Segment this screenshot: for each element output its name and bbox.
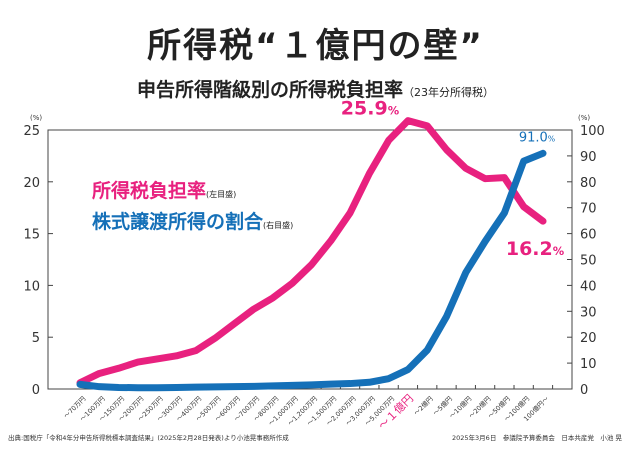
- date-credit: 2025年3月6日 参議院予算委員会 日本共産党 小池 晃: [452, 434, 622, 442]
- legend-note: (左目盛): [206, 190, 237, 199]
- legend-label: 所得税負担率: [92, 180, 207, 202]
- data-label: 25.9%: [341, 98, 400, 120]
- y-right-tick-label: 0: [580, 383, 588, 398]
- y-right-tick-label: 30: [580, 305, 597, 320]
- chart-title: 所得税“１億円の壁”: [147, 26, 484, 66]
- y-left-tick-label: 10: [23, 279, 40, 294]
- plot-frame: [47, 129, 573, 390]
- legend-note: (右目盛): [263, 221, 294, 230]
- data-label: 91.0%: [519, 130, 555, 145]
- legend-pink: 所得税負担率(左目盛): [92, 176, 236, 203]
- y-left-unit: (%): [30, 114, 42, 122]
- data-label: 16.2%: [506, 238, 565, 260]
- series-line-stock-share: [76, 149, 547, 392]
- y-left-tick-label: 5: [32, 331, 40, 346]
- y-right-tick-label: 50: [580, 254, 597, 269]
- y-right-tick-label: 80: [580, 176, 597, 191]
- subtitle-note: （23年分所得税）: [403, 86, 494, 99]
- y-right-tick-label: 10: [580, 357, 597, 372]
- subtitle-text: 申告所得階級別の所得税負担率: [136, 79, 403, 101]
- series-line-tax-rate: [76, 117, 547, 387]
- y-right-tick-label: 60: [580, 228, 597, 243]
- source-note: 出典:国税庁「令和4年分申告所得税標本調査結果」(2025年2月28日発表)より…: [8, 434, 289, 442]
- y-right-tick-label: 90: [580, 150, 597, 165]
- chart-subtitle: 申告所得階級別の所得税負担率（23年分所得税）: [0, 75, 631, 102]
- y-left-tick-label: 25: [23, 124, 40, 139]
- y-right-tick-label: 70: [580, 202, 597, 217]
- y-left-tick-label: 0: [32, 383, 40, 398]
- y-right-unit: (%): [578, 114, 590, 122]
- y-right-tick-label: 100: [580, 124, 605, 139]
- x-tick-label: ～2億円: [412, 394, 435, 417]
- y-left-tick-label: 20: [23, 176, 40, 191]
- y-right-tick-label: 20: [580, 331, 597, 346]
- legend-blue: 株式譲渡所得の割合(右目盛): [92, 207, 293, 234]
- y-right-tick-label: 40: [580, 279, 597, 294]
- y-left-tick-label: 15: [23, 228, 40, 243]
- legend-label: 株式譲渡所得の割合: [92, 211, 264, 233]
